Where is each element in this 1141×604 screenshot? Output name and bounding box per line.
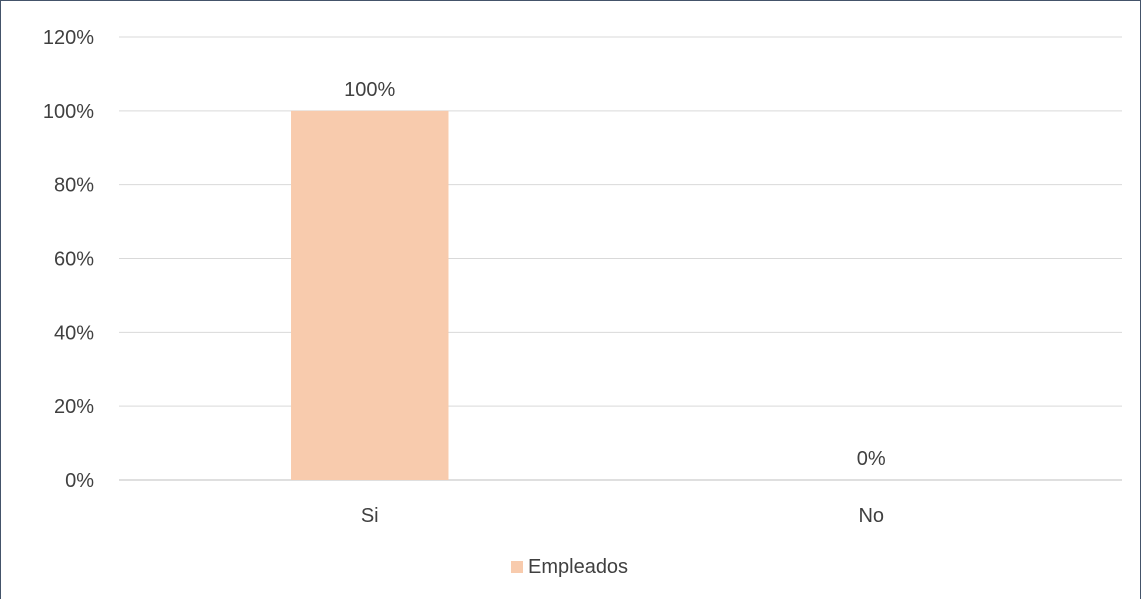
data-labels: 100% 0% <box>344 79 886 470</box>
y-tick-label: 100% <box>43 101 94 123</box>
y-axis-tick-labels: 0% 20% 40% 60% 80% 100% 120% <box>43 27 94 492</box>
legend-swatch-empleados <box>511 561 523 573</box>
data-label-no: 0% <box>857 448 886 470</box>
data-label-si: 100% <box>344 79 395 101</box>
y-tick-label: 40% <box>54 322 94 344</box>
y-tick-label: 0% <box>65 470 94 492</box>
x-tick-label-si: Si <box>361 505 379 527</box>
x-axis-tick-labels: Si No <box>361 505 884 527</box>
legend-label-empleados: Empleados <box>528 556 628 578</box>
legend: Empleados <box>511 556 628 578</box>
y-tick-label: 60% <box>54 249 94 271</box>
y-tick-label: 20% <box>54 396 94 418</box>
x-tick-label-no: No <box>858 505 884 527</box>
y-tick-label: 120% <box>43 27 94 49</box>
bar-si <box>291 110 449 480</box>
bars <box>291 110 449 480</box>
gridlines <box>119 36 1122 481</box>
y-tick-label: 80% <box>54 175 94 197</box>
